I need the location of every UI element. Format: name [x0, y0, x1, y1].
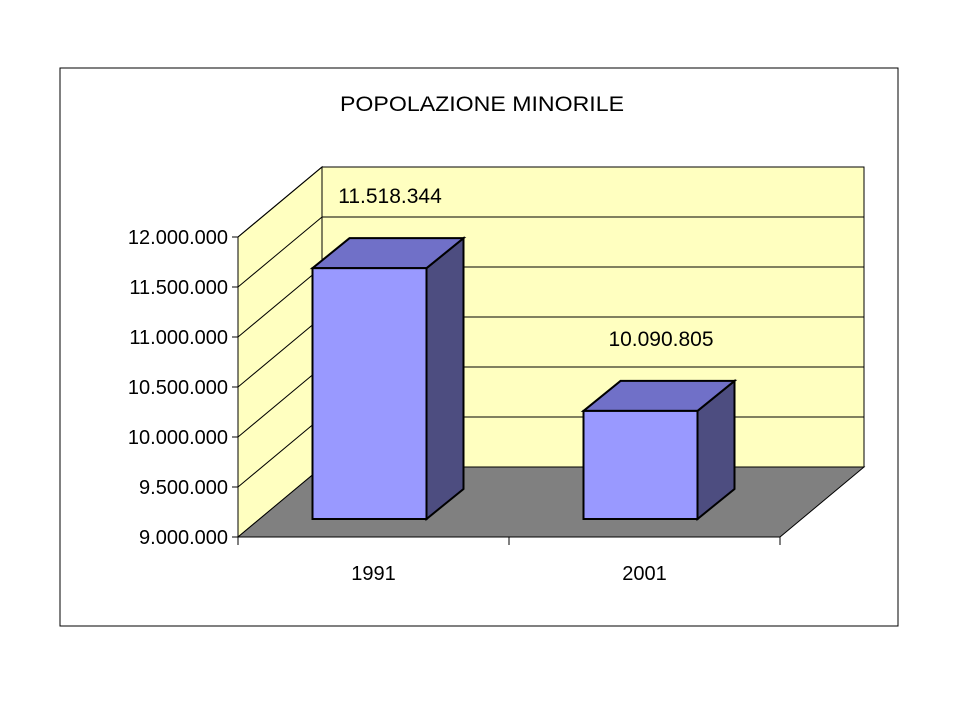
y-tick-label: 11.500.000 [129, 277, 228, 299]
x-axis-category-labels: 1991 2001 [351, 563, 667, 585]
bar-side [425, 236, 465, 522]
x-tick-label: 1991 [351, 563, 396, 585]
x-tick-label: 2001 [622, 563, 667, 585]
y-tick-label: 11.000.000 [129, 327, 228, 349]
chart-title: POPOLAZIONE MINORILE [340, 93, 624, 116]
y-tick-label: 12.000.000 [128, 227, 228, 249]
axes [232, 236, 781, 545]
gridline [237, 166, 864, 238]
y-tick-label: 9.500.000 [139, 477, 228, 499]
data-label: 10.090.805 [608, 328, 713, 351]
y-tick-label: 9.000.000 [139, 527, 228, 549]
bar-front [311, 267, 428, 520]
data-labels: 11.518.344 10.090.805 [338, 185, 713, 351]
y-axis-tick-labels: 9.000.000 9.500.000 10.000.000 10.500.000 11… [128, 227, 228, 549]
y-tick-label: 10.500.000 [128, 377, 228, 399]
y-tick-label: 10.000.000 [128, 427, 228, 449]
data-label: 11.518.344 [338, 185, 442, 208]
bar-front [582, 409, 699, 520]
bar [309, 236, 467, 522]
bars [309, 236, 738, 522]
bar [580, 378, 738, 522]
gridline [237, 216, 864, 288]
